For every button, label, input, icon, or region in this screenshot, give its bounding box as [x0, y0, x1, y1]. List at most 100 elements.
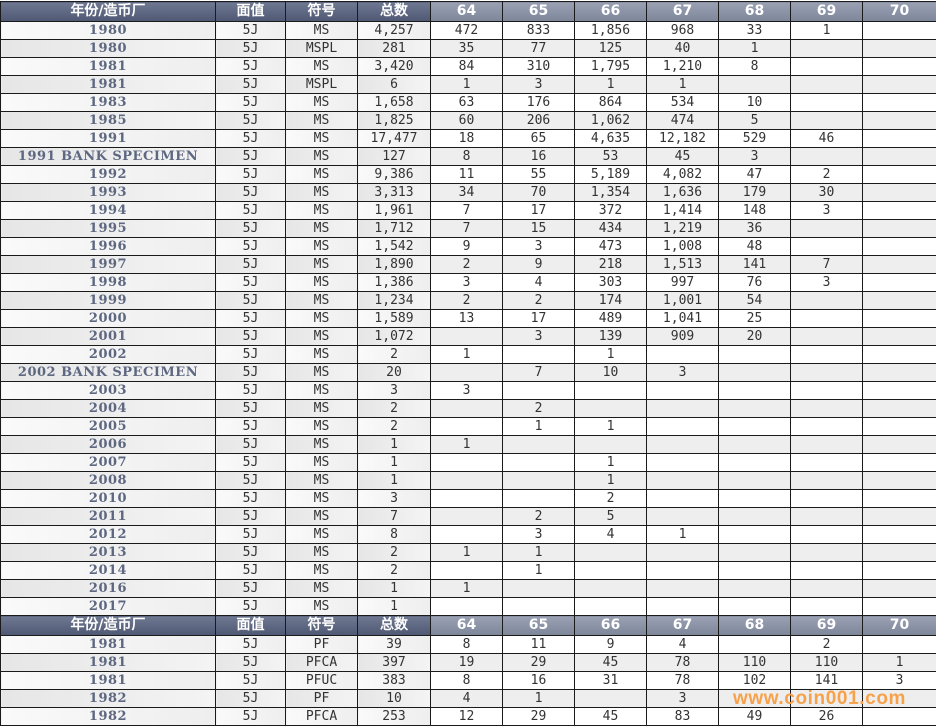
cell-total: 1 [358, 598, 431, 616]
column-header-grade-69: 69 [791, 616, 863, 636]
cell-denomination: 5J [216, 22, 286, 40]
cell-grade-64 [431, 454, 503, 472]
cell-denomination: 5J [216, 328, 286, 346]
cell-grade-70 [863, 310, 936, 328]
column-header-year-mint: 年份/造币厂 [1, 2, 216, 22]
cell-grade-70 [863, 166, 936, 184]
cell-grade-69 [791, 364, 863, 382]
cell-grade-66 [575, 544, 647, 562]
cell-grade-68 [719, 562, 791, 580]
cell-grade-70 [863, 202, 936, 220]
cell-grade-70 [863, 418, 936, 436]
cell-grade-66: 1 [575, 346, 647, 364]
column-header-grade-67: 67 [647, 2, 719, 22]
cell-grade-type: MS [286, 508, 358, 526]
cell-grade-66 [575, 598, 647, 616]
cell-grade-68: 529 [719, 130, 791, 148]
cell-grade-68 [719, 580, 791, 598]
cell-grade-70 [863, 400, 936, 418]
cell-denomination: 5J [216, 508, 286, 526]
cell-grade-66: 1,062 [575, 112, 647, 130]
cell-grade-70 [863, 256, 936, 274]
cell-grade-67: 1 [647, 526, 719, 544]
cell-grade-69 [791, 346, 863, 364]
cell-grade-type: MS [286, 544, 358, 562]
cell-grade-64: 34 [431, 184, 503, 202]
cell-grade-70 [863, 636, 936, 654]
cell-grade-66: 434 [575, 220, 647, 238]
cell-grade-type: MS [286, 418, 358, 436]
cell-denomination: 5J [216, 382, 286, 400]
cell-grade-type: MS [286, 58, 358, 76]
cell-grade-64: 84 [431, 58, 503, 76]
cell-grade-68: 5 [719, 112, 791, 130]
cell-denomination: 5J [216, 436, 286, 454]
cell-year-mint: 2001 [1, 328, 216, 346]
cell-grade-70 [863, 490, 936, 508]
column-header-grade-type: 符号 [286, 2, 358, 22]
cell-total: 1,072 [358, 328, 431, 346]
cell-grade-64: 7 [431, 220, 503, 238]
cell-total: 127 [358, 148, 431, 166]
cell-grade-70 [863, 58, 936, 76]
column-header-grade-69: 69 [791, 2, 863, 22]
cell-year-mint: 2000 [1, 310, 216, 328]
cell-grade-64: 1 [431, 346, 503, 364]
cell-denomination: 5J [216, 562, 286, 580]
cell-grade-66: 489 [575, 310, 647, 328]
column-header-grade-64: 64 [431, 616, 503, 636]
cell-grade-66: 10 [575, 364, 647, 382]
cell-grade-68: 10 [719, 94, 791, 112]
cell-grade-67: 1,041 [647, 310, 719, 328]
cell-grade-67: 1,210 [647, 58, 719, 76]
cell-grade-type: MS [286, 256, 358, 274]
cell-grade-69 [791, 76, 863, 94]
cell-year-mint: 2014 [1, 562, 216, 580]
cell-grade-70 [863, 40, 936, 58]
cell-grade-65: 176 [503, 94, 575, 112]
cell-grade-68: 20 [719, 328, 791, 346]
cell-grade-67 [647, 508, 719, 526]
cell-grade-69 [791, 526, 863, 544]
cell-grade-65: 1 [503, 544, 575, 562]
cell-grade-69: 141 [791, 672, 863, 690]
cell-grade-68 [719, 346, 791, 364]
cell-grade-69: 46 [791, 130, 863, 148]
cell-total: 1,658 [358, 94, 431, 112]
cell-grade-type: MS [286, 454, 358, 472]
cell-grade-70 [863, 220, 936, 238]
cell-year-mint: 1994 [1, 202, 216, 220]
cell-grade-68: 54 [719, 292, 791, 310]
cell-grade-68 [719, 526, 791, 544]
cell-total: 3,313 [358, 184, 431, 202]
cell-grade-69 [791, 544, 863, 562]
cell-grade-68 [719, 472, 791, 490]
cell-grade-65: 65 [503, 130, 575, 148]
cell-grade-66: 174 [575, 292, 647, 310]
cell-grade-65: 29 [503, 654, 575, 672]
cell-grade-68 [719, 382, 791, 400]
cell-total: 2 [358, 562, 431, 580]
cell-denomination: 5J [216, 166, 286, 184]
cell-grade-68: 179 [719, 184, 791, 202]
cell-grade-66: 864 [575, 94, 647, 112]
cell-denomination: 5J [216, 76, 286, 94]
cell-grade-66: 1 [575, 472, 647, 490]
cell-grade-type: MS [286, 436, 358, 454]
cell-grade-65 [503, 454, 575, 472]
column-header-grade-66: 66 [575, 2, 647, 22]
cell-grade-type: MSPL [286, 40, 358, 58]
cell-denomination: 5J [216, 130, 286, 148]
cell-grade-67: 4 [647, 636, 719, 654]
cell-denomination: 5J [216, 454, 286, 472]
